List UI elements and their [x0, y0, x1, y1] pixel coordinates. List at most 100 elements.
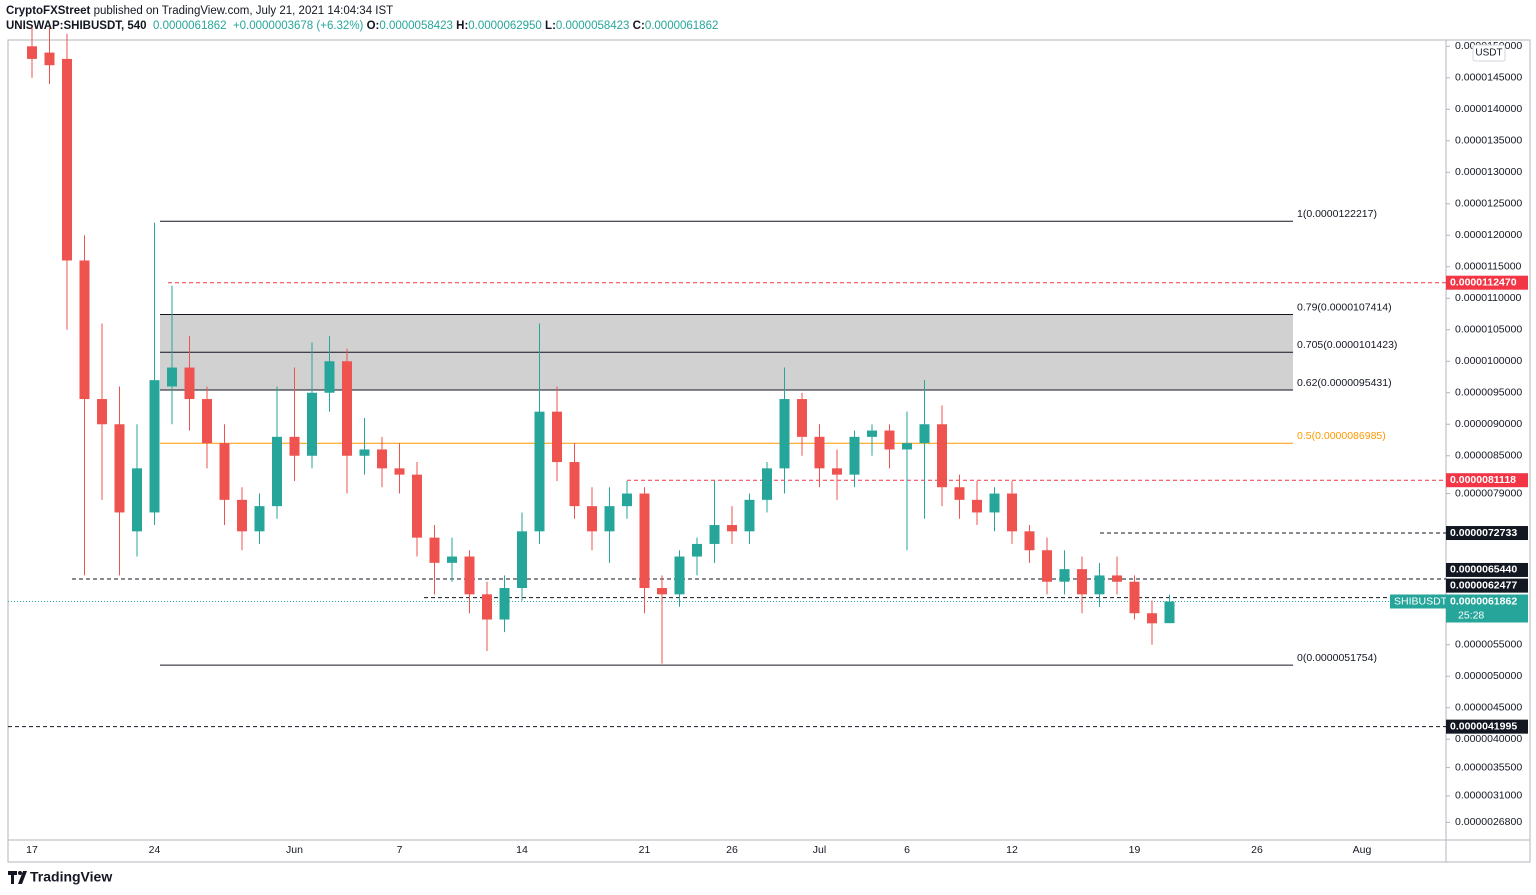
price-label: 0.0000041995 [1450, 720, 1517, 732]
candle-body [884, 430, 895, 450]
candle-body [149, 380, 160, 513]
candle-body [429, 537, 440, 563]
x-tick-label: 26 [726, 844, 738, 856]
y-tick-label: 0.0000045000 [1455, 701, 1522, 713]
candle-body [902, 443, 912, 450]
x-tick-label: 19 [1129, 844, 1141, 856]
fib-label: 0.5(0.0000086985) [1297, 430, 1386, 442]
y-tick-label: 0.0000145000 [1455, 72, 1522, 84]
candle-body [639, 493, 650, 589]
frame [7, 39, 1531, 863]
ohlc-value: 0.0000062950 [468, 20, 542, 32]
candle-body [779, 399, 790, 469]
candle-body [622, 493, 632, 507]
y-tick-label: 0.0000140000 [1455, 103, 1522, 115]
countdown: 25:28 [1458, 609, 1484, 621]
candle-body [604, 506, 615, 532]
ohlc-value: 0.0000058423 [379, 20, 453, 32]
candle-body [324, 361, 335, 393]
candle-body [237, 499, 247, 532]
y-tick-label: 0.0000090000 [1455, 418, 1522, 430]
y-tick-label: 0.0000120000 [1455, 229, 1522, 241]
y-tick-label: 0.0000026800 [1455, 816, 1522, 828]
last-price-label: 0.0000061862 [1450, 595, 1517, 607]
candle-body [552, 411, 562, 463]
fib-label: 0(0.0000051754) [1297, 652, 1377, 664]
candle-body [132, 468, 142, 532]
logo-dot [18, 871, 22, 875]
y-tick-label: 0.0000105000 [1455, 324, 1522, 336]
ohlc-key: H: [456, 20, 469, 32]
plot: 1(0.0000122217) 0.79(0.0000107414) 0.705(0… [8, 27, 1446, 728]
author: CryptoFXStreet [6, 5, 91, 17]
last-price-box [1446, 594, 1528, 623]
candle-body [534, 411, 545, 532]
candle-body [657, 588, 667, 595]
candle-body [359, 449, 370, 456]
candle-body [727, 525, 737, 532]
candle-body [832, 468, 842, 475]
logo-mark [8, 871, 27, 884]
candle-body [307, 392, 317, 456]
candle-body [394, 468, 405, 475]
symbol-label: SHIBUSDT [1394, 595, 1448, 607]
logo [8, 871, 27, 884]
currency: USDT [1475, 48, 1502, 59]
y-tick-label: 0.0000135000 [1455, 135, 1522, 147]
x-tick-label: 24 [149, 844, 161, 856]
x-tick-label: 7 [397, 844, 403, 856]
fib-label: 0.705(0.0000101423) [1297, 339, 1397, 351]
candle-body [1129, 581, 1140, 614]
y-tick-label: 0.0000095000 [1455, 387, 1522, 399]
symbol-box [1390, 594, 1446, 609]
fib-label: 0.62(0.0000095431) [1297, 377, 1392, 389]
x-tick-label: 21 [639, 844, 651, 856]
last: 0.0000061862 [152, 20, 227, 32]
price-label-box [1446, 275, 1528, 290]
candle-body [587, 506, 597, 532]
candle-body [989, 493, 1000, 513]
candle-body [709, 525, 720, 544]
candle-body [289, 436, 300, 456]
price-label-box [1446, 526, 1528, 541]
candle-body [272, 436, 282, 507]
candle-body [1007, 493, 1017, 532]
x-tick-label: 17 [26, 844, 38, 856]
ohlc-key: C: [632, 20, 645, 32]
price-label: 0.0000062477 [1450, 579, 1517, 591]
candle-body [254, 506, 265, 532]
candle-body [499, 588, 510, 620]
candle-body [517, 531, 527, 589]
candle-body [937, 424, 947, 488]
price-label: 0.0000112470 [1450, 276, 1517, 288]
ohlc-key: L: [545, 20, 556, 32]
candle-body [1112, 575, 1122, 582]
price-label: 0.0000072733 [1450, 527, 1517, 539]
fib-label: 0.79(0.0000107414) [1297, 301, 1392, 313]
header-line: UNISWAP:SHIBUSDT, 540 0.0000061862 +0.00… [6, 19, 718, 34]
candle-body [114, 424, 125, 513]
candle-body [1042, 550, 1052, 582]
candle-body [569, 462, 580, 507]
candle-body [219, 443, 230, 500]
price-label: 0.0000065440 [1450, 564, 1517, 576]
x-tick-label: Jul [813, 844, 826, 856]
candle-body [167, 367, 177, 387]
published: published on TradingView.com, July 21, 2… [93, 5, 394, 17]
x-tick-label: Jun [286, 844, 303, 856]
candle-body [44, 52, 55, 66]
price-label-box [1446, 719, 1528, 734]
price-label-box [1446, 578, 1528, 593]
candle-body [27, 46, 37, 59]
candle-body [867, 430, 877, 437]
x-tick-label: 12 [1006, 844, 1018, 856]
candle-body [62, 58, 72, 261]
y-tick-label: 0.0000050000 [1455, 670, 1522, 682]
ohlc-key: O: [366, 20, 380, 32]
candle-body [674, 556, 685, 595]
candle-body [972, 499, 982, 513]
y-tick-label: 0.0000115000 [1455, 261, 1522, 273]
price-labels: 0.0000112470 0.0000081118 0.0000072733 0.00… [1390, 275, 1528, 734]
ohlc-value: 0.0000061862 [644, 20, 719, 32]
x-tick-label: 6 [904, 844, 910, 856]
